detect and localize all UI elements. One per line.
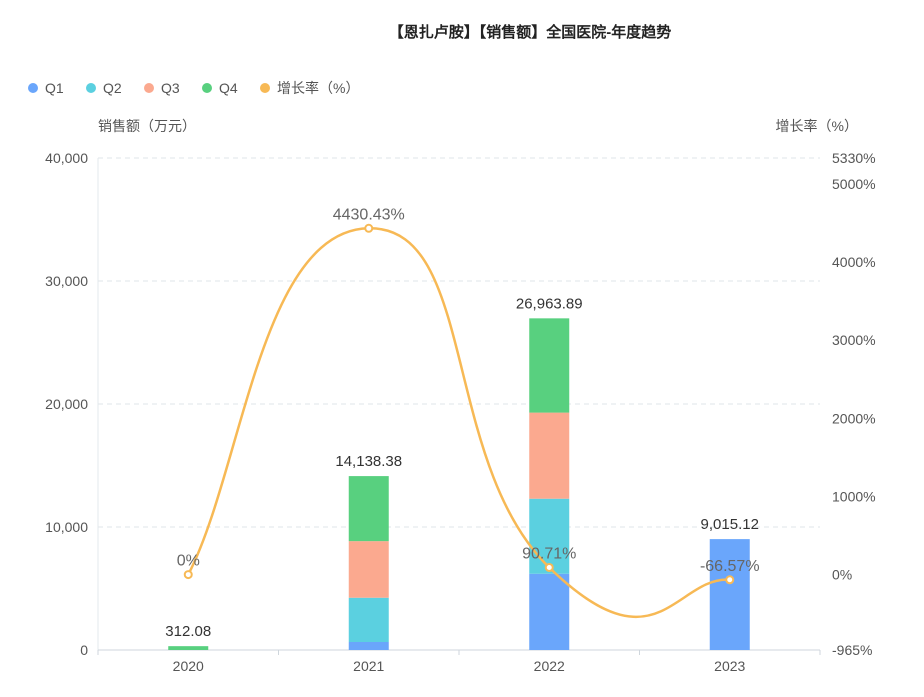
y-tick-label-left: 30,000	[45, 273, 88, 289]
growth-rate-point[interactable]	[544, 562, 554, 572]
growth-rate-point[interactable]	[725, 575, 735, 585]
growth-rate-path	[187, 227, 730, 618]
data-labels: 312.08 14,138.38 26,963.89 9,015.12 0% 4430.4…	[165, 206, 759, 640]
legend-swatch	[144, 83, 154, 93]
bar-segment[interactable]	[348, 642, 389, 650]
y-tick-label-left: 0	[80, 642, 88, 658]
legend-label: Q4	[219, 80, 238, 96]
y-axis-title-right: 增长率（%）	[776, 118, 858, 134]
y-tick-label-right: 4000%	[832, 254, 876, 270]
growth-rate-line[interactable]	[183, 223, 735, 618]
bar-segment[interactable]	[529, 318, 570, 413]
legend-swatch	[202, 83, 212, 93]
bar-segment[interactable]	[348, 476, 389, 542]
legend-item[interactable]: 增长率（%）	[260, 80, 359, 96]
legend-item[interactable]: Q1	[28, 80, 64, 96]
y-tick-label-right: 0%	[832, 567, 852, 583]
y-tick-label-right: 5000%	[832, 176, 876, 192]
x-tick-label: 2022	[534, 658, 565, 674]
growth-rate-label: 90.71%	[522, 545, 576, 562]
legend-label: Q1	[45, 80, 64, 96]
legend-swatch	[260, 83, 270, 93]
legend-item[interactable]: Q2	[86, 80, 122, 96]
y-tick-label-right: 5330%	[832, 150, 876, 166]
grid-lines	[98, 157, 820, 528]
bar-segment[interactable]	[168, 646, 209, 650]
growth-rate-label: 0%	[177, 553, 200, 570]
bars[interactable]	[168, 318, 750, 650]
y-axis-title-left: 销售额（万元）	[98, 118, 196, 134]
x-tick-label: 2023	[714, 658, 745, 674]
bar-total-label: 312.08	[165, 623, 211, 640]
bar-segment[interactable]	[529, 498, 570, 574]
bar-total-label: 26,963.89	[516, 295, 583, 312]
legend-swatch	[28, 83, 38, 93]
axes: 0 10,000 20,000 30,000 40,000 -965% 0% 1000% 200…	[45, 150, 875, 674]
bar-segment[interactable]	[709, 539, 750, 650]
growth-rate-point[interactable]	[183, 570, 193, 580]
y-tick-label-right: -965%	[832, 642, 872, 658]
bar-segment[interactable]	[348, 541, 389, 598]
legend-label: Q3	[161, 80, 180, 96]
x-tick-label: 2021	[353, 658, 384, 674]
legend[interactable]: Q1 Q2 Q3 Q4 增长率（%）	[28, 80, 359, 96]
x-tick-label: 2020	[173, 658, 204, 674]
y-tick-label-left: 40,000	[45, 150, 88, 166]
bar-total-label: 9,015.12	[701, 516, 759, 533]
bar-segment[interactable]	[529, 412, 570, 499]
legend-label: Q2	[103, 80, 122, 96]
y-tick-label-left: 10,000	[45, 519, 88, 535]
legend-item[interactable]: Q3	[144, 80, 180, 96]
bar-total-label: 14,138.38	[335, 453, 402, 470]
legend-swatch	[86, 83, 96, 93]
legend-item[interactable]: Q4	[202, 80, 238, 96]
y-tick-label-right: 2000%	[832, 410, 876, 426]
growth-rate-label: -66.57%	[700, 558, 760, 575]
chart-title: 【恩扎卢胺】【销售额】全国医院-年度趋势	[389, 23, 672, 41]
y-tick-label-right: 3000%	[832, 332, 876, 348]
growth-rate-point[interactable]	[364, 223, 374, 233]
bar-segment[interactable]	[529, 573, 570, 650]
y-tick-label-left: 20,000	[45, 396, 88, 412]
growth-rate-label: 4430.43%	[333, 206, 405, 223]
bar-segment[interactable]	[348, 597, 389, 643]
legend-label: 增长率（%）	[277, 80, 359, 96]
y-tick-label-right: 1000%	[832, 488, 876, 504]
